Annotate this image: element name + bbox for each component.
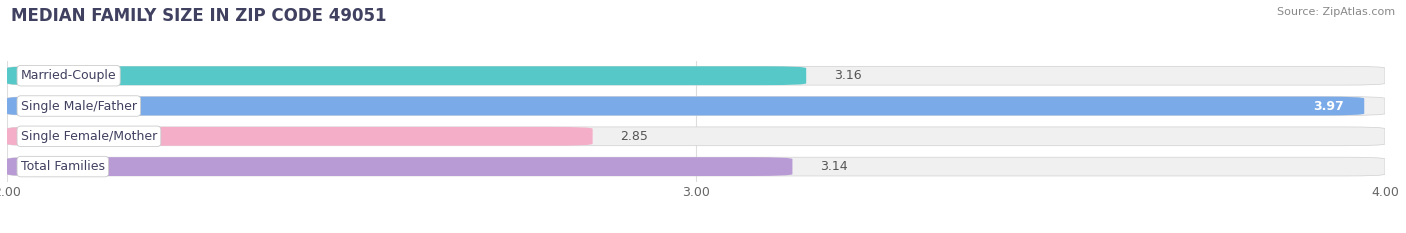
FancyBboxPatch shape (7, 127, 1385, 146)
FancyBboxPatch shape (7, 97, 1385, 115)
Text: MEDIAN FAMILY SIZE IN ZIP CODE 49051: MEDIAN FAMILY SIZE IN ZIP CODE 49051 (11, 7, 387, 25)
FancyBboxPatch shape (7, 157, 1385, 176)
FancyBboxPatch shape (7, 127, 593, 146)
Text: Total Families: Total Families (21, 160, 105, 173)
Text: Single Male/Father: Single Male/Father (21, 99, 136, 113)
Text: 3.97: 3.97 (1313, 99, 1344, 113)
Text: Source: ZipAtlas.com: Source: ZipAtlas.com (1277, 7, 1395, 17)
Text: 3.14: 3.14 (820, 160, 848, 173)
Text: 3.16: 3.16 (834, 69, 862, 82)
Text: Single Female/Mother: Single Female/Mother (21, 130, 157, 143)
FancyBboxPatch shape (7, 66, 1385, 85)
FancyBboxPatch shape (7, 97, 1364, 115)
FancyBboxPatch shape (7, 157, 793, 176)
Text: Married-Couple: Married-Couple (21, 69, 117, 82)
FancyBboxPatch shape (7, 66, 806, 85)
Text: 2.85: 2.85 (620, 130, 648, 143)
